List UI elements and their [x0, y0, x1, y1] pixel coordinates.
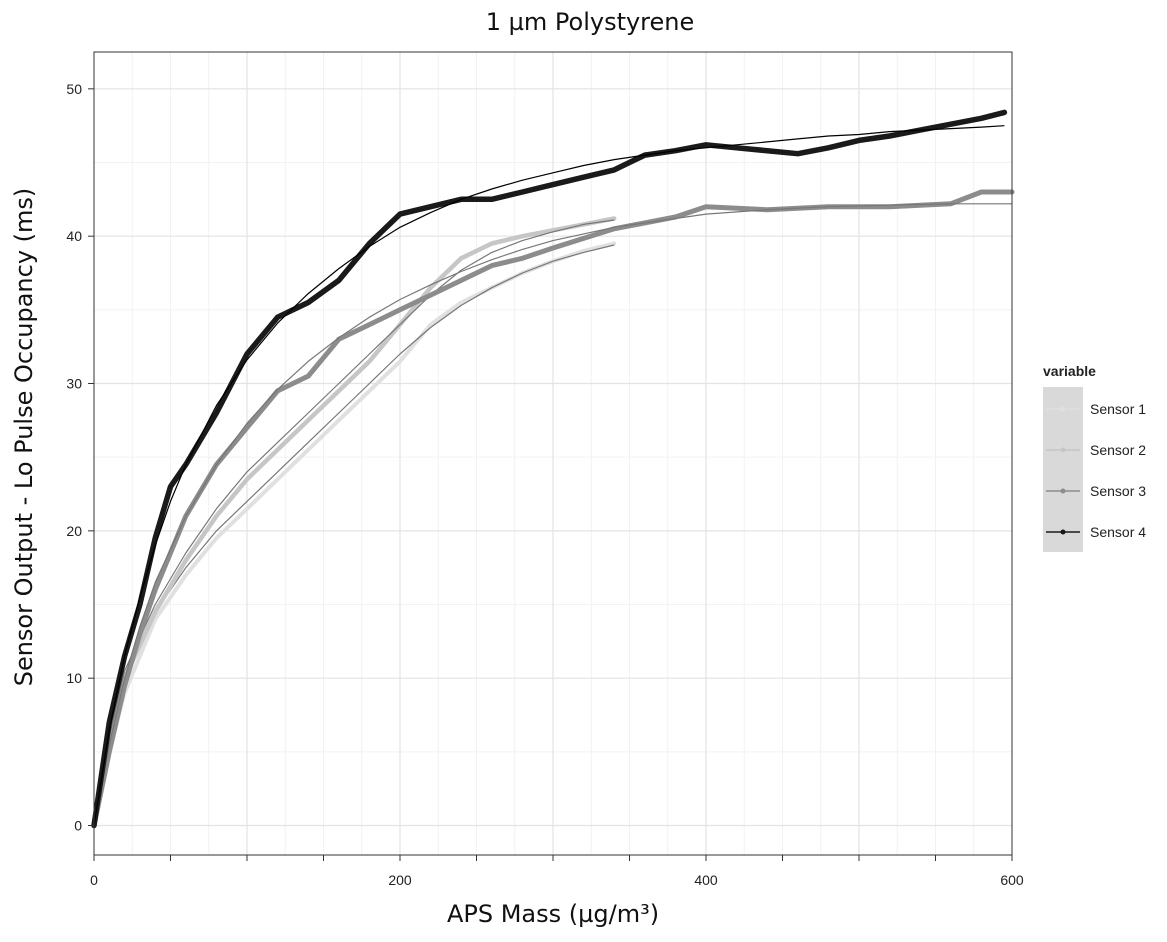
- y-tick-label: 0: [74, 818, 82, 834]
- major-grid: [94, 52, 1012, 855]
- legend-title: variable: [1043, 363, 1096, 379]
- y-axis-title: Sensor Output - Lo Pulse Occupancy (ms): [10, 188, 38, 687]
- y-tick-label: 20: [66, 523, 82, 539]
- legend-key-point: [1060, 488, 1066, 494]
- series-line-4: [91, 109, 1008, 829]
- legend-item-3: Sensor 3: [1046, 483, 1146, 499]
- legend-label: Sensor 1: [1090, 401, 1146, 417]
- x-tick-label: 400: [694, 872, 718, 888]
- y-tick-label: 10: [66, 670, 82, 686]
- legend: variable Sensor 1 Sensor 2 Sensor 3 Sensor …: [1043, 363, 1146, 552]
- x-tick-label: 600: [1000, 872, 1024, 888]
- y-tick-label: 30: [66, 376, 82, 392]
- x-axis-title: APS Mass (µg/m³): [447, 900, 659, 928]
- legend-key-point: [1060, 529, 1066, 535]
- chart-title: 1 µm Polystyrene: [486, 8, 695, 36]
- legend-label: Sensor 2: [1090, 442, 1146, 458]
- series-2: [91, 216, 617, 828]
- legend-item-4: Sensor 4: [1046, 524, 1146, 540]
- y-tick-label: 50: [66, 81, 82, 97]
- series-layer: [91, 109, 1015, 829]
- x-tick-label: 200: [388, 872, 412, 888]
- legend-key-point: [1060, 406, 1066, 412]
- legend-item-1: Sensor 1: [1046, 401, 1146, 417]
- x-tick-label: 0: [90, 872, 98, 888]
- legend-label: Sensor 3: [1090, 483, 1146, 499]
- y-tick-label: 40: [66, 228, 82, 244]
- legend-item-2: Sensor 2: [1046, 442, 1146, 458]
- series-3: [91, 189, 1015, 828]
- legend-key-point: [1060, 447, 1066, 453]
- fit-line-4: [93, 125, 1005, 826]
- series-line-2: [91, 216, 617, 828]
- series-4: [91, 109, 1008, 829]
- fit-line-3: [93, 203, 1012, 826]
- legend-label: Sensor 4: [1090, 524, 1146, 540]
- axis-ticks: 0 200 400 600 0 10 20 30 40 50: [66, 81, 1023, 888]
- fit-line-2: [93, 219, 615, 826]
- legend-key-background: [1043, 387, 1083, 552]
